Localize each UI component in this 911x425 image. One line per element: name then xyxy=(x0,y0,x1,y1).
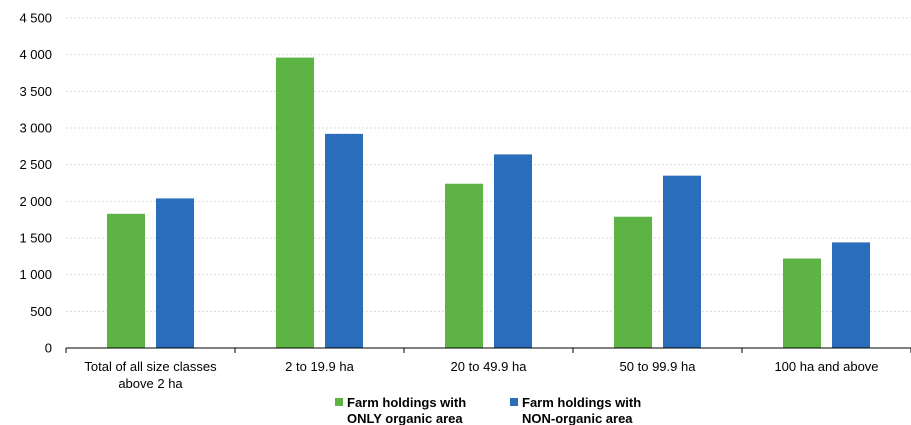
y-axis-ticks: 0 500 1 000 1 500 2 000 2 500 3 000 3 500 4 000 4… xyxy=(19,11,52,356)
bar-only-organic xyxy=(614,216,652,348)
legend: Farm holdings with ONLY organic area Farm … xyxy=(335,395,641,425)
bar-non-organic xyxy=(325,133,363,348)
legend-swatch xyxy=(510,398,518,406)
bars xyxy=(107,57,870,348)
x-category-label: 100 ha and above xyxy=(774,359,878,374)
y-tick-label: 1 000 xyxy=(19,267,52,282)
y-tick-label: 4 500 xyxy=(19,11,52,26)
x-category-label: 50 to 99.9 ha xyxy=(620,359,697,374)
y-tick-label: 4 000 xyxy=(19,47,52,62)
bar-only-organic xyxy=(107,213,145,348)
bar-non-organic xyxy=(832,242,870,348)
bar-only-organic xyxy=(445,183,483,348)
legend-label: Farm holdings with ONLY organic area xyxy=(347,395,466,425)
legend-swatch xyxy=(335,398,343,406)
x-category-label: 20 to 49.9 ha xyxy=(451,359,528,374)
bar-only-organic xyxy=(276,57,314,348)
y-tick-label: 2 500 xyxy=(19,157,52,172)
gridlines xyxy=(66,17,911,312)
y-tick-label: 2 000 xyxy=(19,194,52,209)
y-tick-label: 0 xyxy=(45,341,52,356)
y-tick-label: 3 000 xyxy=(19,121,52,136)
bar-non-organic xyxy=(494,154,532,348)
y-tick-label: 500 xyxy=(30,304,52,319)
y-tick-label: 1 500 xyxy=(19,231,52,246)
bar-non-organic xyxy=(663,175,701,348)
y-tick-label: 3 500 xyxy=(19,84,52,99)
x-category-label: 2 to 19.9 ha xyxy=(285,359,354,374)
x-category-label: Total of all size classes above 2 ha xyxy=(84,359,217,391)
x-axis: Total of all size classes above 2 ha 2 to … xyxy=(65,347,911,391)
bar-non-organic xyxy=(156,198,194,348)
legend-label: Farm holdings with NON-organic area xyxy=(522,395,641,425)
bar-only-organic xyxy=(783,258,821,348)
